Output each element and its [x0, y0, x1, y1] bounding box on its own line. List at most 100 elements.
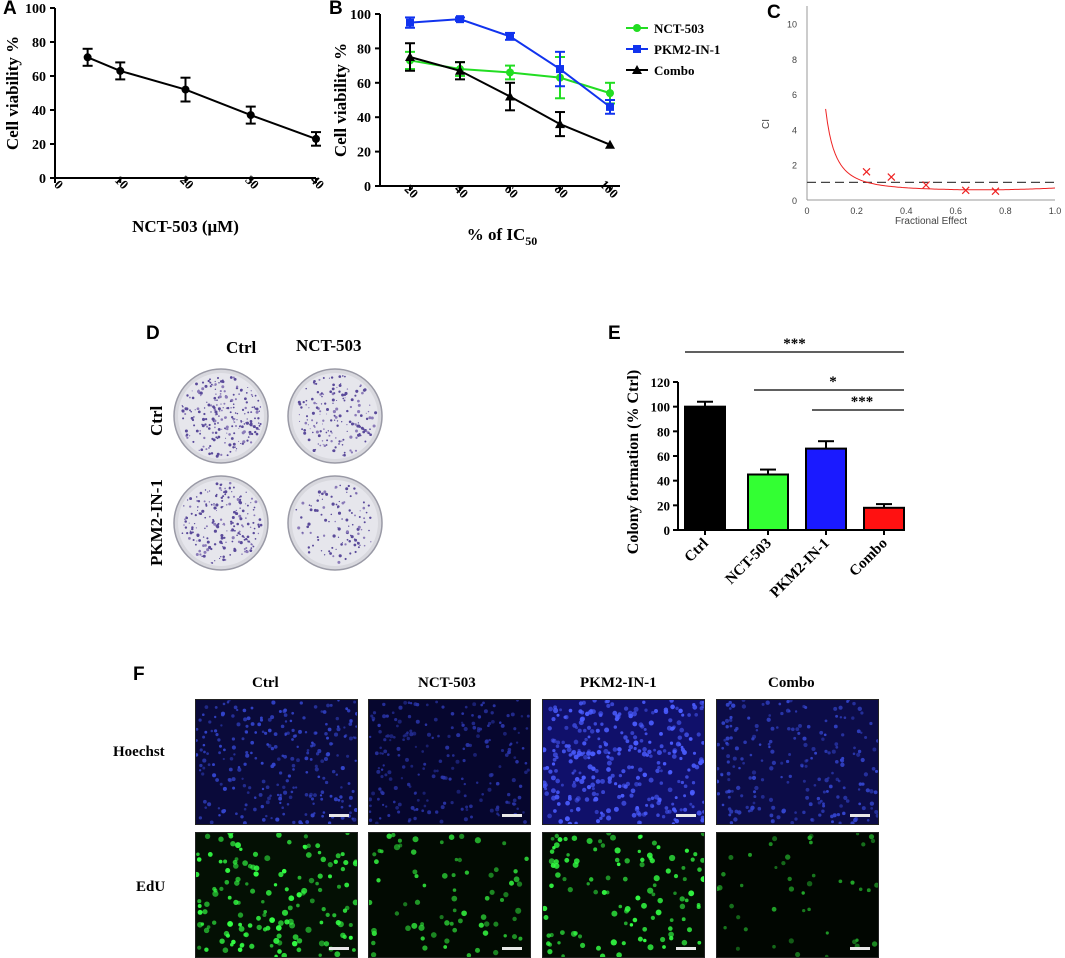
- colony-dot: [207, 403, 211, 407]
- colony-dot: [307, 424, 309, 426]
- colony-dot: [245, 401, 248, 404]
- colony-dot: [229, 520, 233, 524]
- cell-nucleus: [444, 938, 450, 944]
- cell-nucleus: [219, 886, 224, 891]
- cell-nucleus: [565, 800, 570, 806]
- cell-nucleus: [330, 742, 334, 746]
- colony-dot: [233, 510, 236, 514]
- cell-nucleus: [227, 833, 234, 837]
- colony-dot: [232, 403, 235, 405]
- colony-dot: [333, 392, 336, 395]
- cell-nucleus: [224, 879, 230, 885]
- colony-dot: [324, 402, 327, 405]
- cell-nucleus: [821, 809, 825, 814]
- cell-nucleus: [456, 733, 461, 738]
- cell-nucleus: [567, 886, 573, 893]
- colony-dot: [258, 424, 261, 427]
- cell-nucleus: [544, 783, 548, 787]
- cell-nucleus: [700, 759, 704, 763]
- colony-dot: [254, 538, 257, 540]
- cell-nucleus: [377, 766, 381, 770]
- colony-dot: [300, 406, 303, 409]
- colony-dot: [347, 484, 350, 488]
- cell-nucleus: [253, 871, 259, 877]
- cell-nucleus: [259, 718, 264, 722]
- colony-dot: [214, 399, 216, 401]
- cell-nucleus: [689, 802, 693, 806]
- cell-nucleus: [770, 819, 775, 824]
- cell-nucleus: [547, 813, 552, 819]
- cell-nucleus: [250, 706, 254, 710]
- cell-nucleus: [638, 722, 644, 728]
- cell-nucleus: [232, 786, 236, 790]
- f-col-label-nct503: NCT-503: [418, 675, 476, 691]
- cell-nucleus: [551, 762, 556, 766]
- cell-nucleus: [694, 713, 698, 717]
- cell-nucleus: [422, 883, 427, 888]
- cell-nucleus: [294, 734, 298, 738]
- cell-nucleus: [650, 796, 655, 801]
- colony-dot: [321, 395, 323, 398]
- cell-nucleus: [247, 863, 253, 869]
- colony-dot: [219, 541, 223, 544]
- cell-nucleus: [613, 725, 617, 729]
- colony-dot: [234, 398, 237, 401]
- colony-dot: [321, 498, 324, 500]
- cell-nucleus: [860, 731, 863, 735]
- colony-dot: [225, 503, 228, 506]
- cell-nucleus: [574, 821, 578, 824]
- cell-nucleus: [547, 949, 553, 955]
- cell-nucleus: [478, 922, 484, 928]
- colony-dot: [316, 390, 320, 394]
- cell-nucleus: [265, 890, 272, 896]
- cell-nucleus: [723, 738, 727, 742]
- colony-dot: [369, 404, 371, 406]
- cell-nucleus: [853, 817, 858, 823]
- cell-nucleus: [699, 700, 704, 705]
- cell-nucleus: [452, 888, 457, 892]
- cell-nucleus: [755, 728, 759, 732]
- colony-dot: [228, 502, 232, 506]
- cell-nucleus: [809, 840, 813, 845]
- colony-dot: [342, 454, 344, 456]
- cell-nucleus: [312, 802, 315, 805]
- cell-nucleus: [740, 794, 744, 798]
- colony-dot: [259, 523, 263, 527]
- cell-nucleus: [289, 719, 293, 723]
- colony-dot: [257, 532, 260, 535]
- cell-nucleus: [834, 759, 839, 764]
- cell-nucleus: [413, 808, 416, 812]
- cell-nucleus: [247, 923, 253, 928]
- cell-nucleus: [589, 729, 595, 734]
- cell-nucleus: [242, 784, 247, 788]
- colony-dot: [196, 389, 201, 394]
- cell-nucleus: [656, 750, 662, 756]
- cell-nucleus: [610, 773, 615, 778]
- cell-nucleus: [673, 809, 677, 813]
- cell-nucleus: [281, 952, 287, 957]
- cell-nucleus: [546, 941, 551, 946]
- colony-dot: [350, 398, 354, 402]
- cell-nucleus: [427, 810, 432, 815]
- cell-nucleus: [651, 892, 656, 897]
- cell-nucleus: [277, 757, 281, 761]
- cell-nucleus: [673, 891, 677, 895]
- colony-dot: [363, 517, 366, 520]
- cell-nucleus: [647, 887, 654, 894]
- cell-nucleus: [287, 918, 294, 925]
- colony-dot: [239, 498, 242, 501]
- cell-nucleus: [697, 940, 702, 945]
- cell-nucleus: [342, 934, 347, 940]
- cell-nucleus: [728, 707, 732, 710]
- b-x-tick-label: 100: [597, 177, 621, 201]
- colony-dot: [209, 385, 212, 388]
- colony-dot: [320, 513, 323, 516]
- edu-ctrl-image: [195, 832, 358, 958]
- colony-dot: [350, 451, 354, 454]
- cell-nucleus: [758, 743, 762, 746]
- cell-nucleus: [303, 834, 309, 839]
- cell-nucleus: [430, 932, 437, 938]
- cell-nucleus: [304, 813, 308, 816]
- cell-nucleus: [741, 704, 747, 709]
- cell-nucleus: [683, 794, 687, 798]
